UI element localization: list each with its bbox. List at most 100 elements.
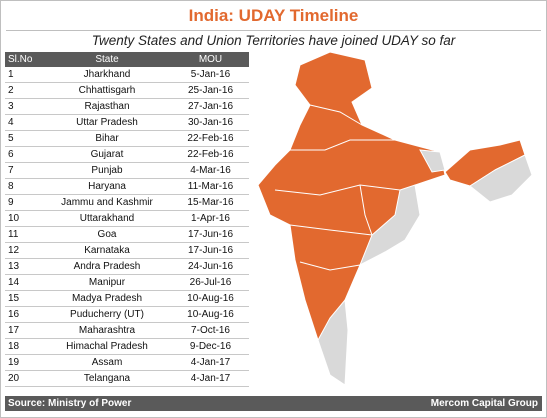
table-row: 6 Gujarat 22-Feb-16 bbox=[5, 146, 249, 163]
state-border bbox=[290, 139, 395, 151]
table-row: 11 Goa 17-Jun-16 bbox=[5, 226, 249, 243]
state-border bbox=[274, 184, 401, 196]
mou-cell: 22-Feb-16 bbox=[172, 146, 249, 163]
serial-cell: 14 bbox=[5, 274, 42, 291]
table-row: 13 Andra Pradesh 24-Jun-16 bbox=[5, 258, 249, 275]
state-border bbox=[359, 184, 373, 236]
other-region bbox=[469, 154, 533, 203]
header-row: Sl.No State MOU bbox=[5, 52, 249, 67]
state-cell: Haryana bbox=[42, 178, 172, 195]
state-cell: Bihar bbox=[42, 130, 172, 147]
serial-cell: 2 bbox=[5, 82, 42, 99]
mou-cell: 22-Feb-16 bbox=[172, 130, 249, 147]
mou-cell: 7-Oct-16 bbox=[172, 322, 249, 339]
mou-cell: 4-Jan-17 bbox=[172, 370, 249, 387]
state-cell: Gujarat bbox=[42, 146, 172, 163]
table-body: 1 Jharkhand 5-Jan-16 2 Chhattisgarh 25-Jan-16… bbox=[5, 67, 249, 387]
state-cell: Puducherry (UT) bbox=[42, 306, 172, 323]
table-row: 16 Puducherry (UT) 10-Aug-16 bbox=[5, 306, 249, 323]
subtitle: Twenty States and Union Territories have… bbox=[91, 33, 456, 48]
table-row: 5 Bihar 22-Feb-16 bbox=[5, 130, 249, 147]
state-cell: Karnataka bbox=[42, 242, 172, 259]
table-row: 19 Assam 4-Jan-17 bbox=[5, 354, 249, 371]
state-cell: Uttarakhand bbox=[42, 210, 172, 227]
mou-cell: 30-Jan-16 bbox=[172, 114, 249, 131]
table-row: 1 Jharkhand 5-Jan-16 bbox=[5, 67, 249, 83]
serial-cell: 18 bbox=[5, 338, 42, 355]
mou-cell: 4-Mar-16 bbox=[172, 162, 249, 179]
table-row: 20 Telangana 4-Jan-17 bbox=[5, 370, 249, 387]
title-rule bbox=[6, 30, 541, 31]
table-row: 8 Haryana 11-Mar-16 bbox=[5, 178, 249, 195]
serial-cell: 9 bbox=[5, 194, 42, 211]
table-row: 9 Jammu and Kashmir 15-Mar-16 bbox=[5, 194, 249, 211]
table-row: 10 Uttarakhand 1-Apr-16 bbox=[5, 210, 249, 227]
mou-cell: 26-Jul-16 bbox=[172, 274, 249, 291]
serial-cell: 5 bbox=[5, 130, 42, 147]
mou-cell: 11-Mar-16 bbox=[172, 178, 249, 195]
other-region bbox=[419, 149, 446, 173]
table-row: 17 Maharashtra 7-Oct-16 bbox=[5, 322, 249, 339]
serial-cell: 11 bbox=[5, 226, 42, 243]
serial-cell: 4 bbox=[5, 114, 42, 131]
serial-cell: 6 bbox=[5, 146, 42, 163]
serial-cell: 7 bbox=[5, 162, 42, 179]
state-cell: Telangana bbox=[42, 370, 172, 387]
table-row: 3 Rajasthan 27-Jan-16 bbox=[5, 98, 249, 115]
mou-cell: 10-Aug-16 bbox=[172, 290, 249, 307]
mou-cell: 24-Jun-16 bbox=[172, 258, 249, 275]
state-cell: Goa bbox=[42, 226, 172, 243]
state-cell: Rajasthan bbox=[42, 98, 172, 115]
mou-cell: 10-Aug-16 bbox=[172, 306, 249, 323]
serial-cell: 12 bbox=[5, 242, 42, 259]
serial-cell: 3 bbox=[5, 98, 42, 115]
state-cell: Chhattisgarh bbox=[42, 82, 172, 99]
state-cell: Jammu and Kashmir bbox=[42, 194, 172, 211]
column-header: Sl.No bbox=[5, 52, 42, 67]
other-region bbox=[359, 184, 421, 267]
state-border bbox=[289, 224, 373, 236]
state-cell: Andra Pradesh bbox=[42, 258, 172, 275]
state-cell: Assam bbox=[42, 354, 172, 371]
table-row: 12 Karnataka 17-Jun-16 bbox=[5, 242, 249, 259]
other-region bbox=[317, 298, 349, 386]
table-row: 15 Madya Pradesh 10-Aug-16 bbox=[5, 290, 249, 307]
footer-bar: Source: Ministry of Power Mercom Capital… bbox=[5, 396, 542, 411]
state-cell: Maharashtra bbox=[42, 322, 172, 339]
column-header: State bbox=[42, 52, 172, 67]
table-row: 18 Himachal Pradesh 9-Dec-16 bbox=[5, 338, 249, 355]
mou-cell: 25-Jan-16 bbox=[172, 82, 249, 99]
serial-cell: 8 bbox=[5, 178, 42, 195]
state-cell: Himachal Pradesh bbox=[42, 338, 172, 355]
serial-cell: 15 bbox=[5, 290, 42, 307]
serial-cell: 13 bbox=[5, 258, 42, 275]
state-cell: Manipur bbox=[42, 274, 172, 291]
mou-cell: 1-Apr-16 bbox=[172, 210, 249, 227]
serial-cell: 20 bbox=[5, 370, 42, 387]
mou-cell: 27-Jan-16 bbox=[172, 98, 249, 115]
state-cell: Jharkhand bbox=[42, 67, 172, 83]
serial-cell: 17 bbox=[5, 322, 42, 339]
map-regions bbox=[257, 51, 533, 386]
table-row: 14 Manipur 26-Jul-16 bbox=[5, 274, 249, 291]
state-border bbox=[299, 261, 361, 271]
serial-cell: 10 bbox=[5, 210, 42, 227]
mou-cell: 17-Jun-16 bbox=[172, 226, 249, 243]
column-header: MOU bbox=[172, 52, 249, 67]
serial-cell: 16 bbox=[5, 306, 42, 323]
source: Source: Ministry of Power bbox=[8, 398, 132, 409]
serial-cell: 19 bbox=[5, 354, 42, 371]
mou-cell: 9-Dec-16 bbox=[172, 338, 249, 355]
state-cell: Uttar Pradesh bbox=[42, 114, 172, 131]
table-row: 2 Chhattisgarh 25-Jan-16 bbox=[5, 82, 249, 99]
mou-cell: 17-Jun-16 bbox=[172, 242, 249, 259]
state-cell: Punjab bbox=[42, 162, 172, 179]
table-row: 7 Punjab 4-Mar-16 bbox=[5, 162, 249, 179]
title: India: UDAY Timeline bbox=[188, 6, 359, 25]
mou-cell: 15-Mar-16 bbox=[172, 194, 249, 211]
mou-table: Sl.No State MOU 1 Jharkhand 5-Jan-16 2 Chhat… bbox=[5, 52, 249, 387]
credit: Mercom Capital Group bbox=[430, 398, 538, 409]
serial-cell: 1 bbox=[5, 67, 42, 83]
state-border bbox=[309, 104, 363, 126]
